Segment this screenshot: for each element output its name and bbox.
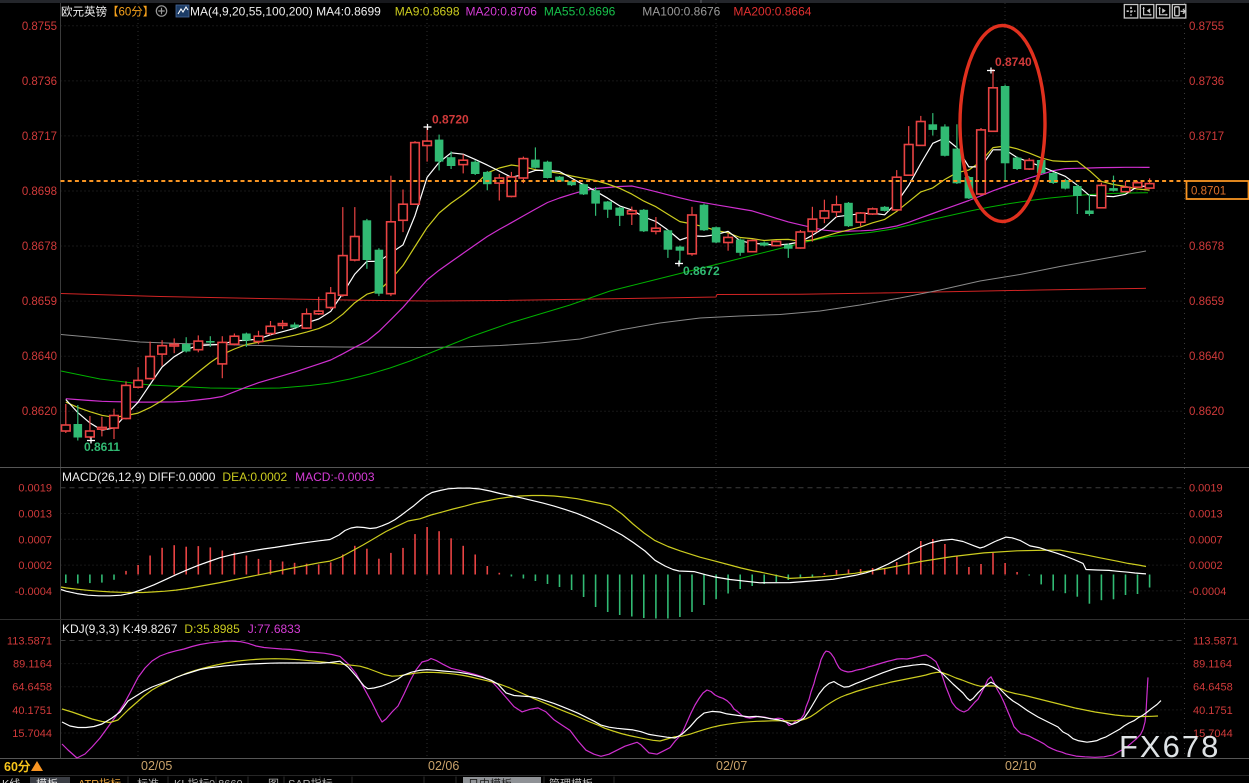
svg-text:40.1751: 40.1751 (12, 705, 52, 717)
svg-text:图: 图 (268, 778, 279, 783)
svg-text:64.6458: 64.6458 (1193, 682, 1233, 694)
svg-text:0.8698: 0.8698 (22, 186, 57, 198)
svg-text:0.8659: 0.8659 (22, 296, 57, 308)
svg-text:0.0007: 0.0007 (18, 534, 52, 546)
svg-text:0.0002: 0.0002 (18, 560, 52, 572)
svg-text:0.8620: 0.8620 (1189, 406, 1224, 418)
svg-text:0.8755: 0.8755 (22, 21, 57, 33)
svg-text:64.6458: 64.6458 (12, 682, 52, 694)
svg-text:0.8640: 0.8640 (1189, 351, 1224, 363)
svg-text:管理模板: 管理模板 (549, 777, 593, 783)
svg-text:0.8672: 0.8672 (683, 264, 720, 278)
svg-text:0.8717: 0.8717 (1189, 131, 1224, 143)
svg-text:0.8717: 0.8717 (22, 131, 57, 143)
svg-text:02/07: 02/07 (716, 759, 747, 773)
svg-text:0.8755: 0.8755 (1189, 21, 1224, 33)
svg-text:0.8640: 0.8640 (22, 351, 57, 363)
svg-text:113.5871: 113.5871 (7, 636, 52, 648)
svg-text:40.1751: 40.1751 (1193, 705, 1233, 717)
svg-text:0.8611: 0.8611 (84, 440, 120, 454)
svg-text:MA(4,9,20,55,100,200) MA4:0.8: MA(4,9,20,55,100,200) MA4:0.8699 MA9:0.86… (190, 5, 812, 19)
svg-text:标准: 标准 (137, 777, 159, 783)
svg-text:-0.0004: -0.0004 (1189, 586, 1226, 598)
svg-text:0.8620: 0.8620 (22, 406, 57, 418)
svg-text:89.1164: 89.1164 (13, 659, 52, 671)
svg-text:0.0019: 0.0019 (18, 483, 52, 495)
svg-text:02/10: 02/10 (1005, 759, 1036, 773)
svg-text:日内模板: 日内模板 (468, 777, 512, 783)
svg-text:0.0013: 0.0013 (18, 509, 52, 521)
svg-text:0.0002: 0.0002 (1189, 560, 1223, 572)
svg-text:02/05: 02/05 (141, 759, 172, 773)
svg-text:ATR指标: ATR指标 (78, 777, 121, 783)
svg-text:SAR指标: SAR指标 (288, 777, 333, 783)
svg-text:0.0013: 0.0013 (1189, 509, 1223, 521)
svg-text:欧元英镑【60分】: 欧元英镑【60分】 (61, 5, 154, 19)
svg-text:0.8736: 0.8736 (1189, 76, 1224, 88)
svg-text:0.0007: 0.0007 (1189, 534, 1223, 546)
svg-text:89.1164: 89.1164 (1193, 659, 1232, 671)
svg-text:0.8678: 0.8678 (1189, 241, 1224, 253)
svg-text:0.8678: 0.8678 (22, 241, 57, 253)
svg-text:60分: 60分 (4, 759, 31, 774)
svg-text:模板: 模板 (36, 777, 58, 783)
svg-text:FX678: FX678 (1119, 729, 1220, 764)
svg-text:15.7044: 15.7044 (12, 728, 52, 740)
svg-text:-0.0004: -0.0004 (15, 586, 52, 598)
svg-text:KL指标: KL指标 (174, 777, 209, 783)
svg-text:0.8660: 0.8660 (209, 779, 243, 783)
svg-text:0.8720: 0.8720 (432, 113, 469, 127)
svg-text:0.0019: 0.0019 (1189, 483, 1223, 495)
svg-text:02/06: 02/06 (428, 759, 459, 773)
svg-text:15.7044: 15.7044 (1193, 728, 1233, 740)
svg-text:0.8701: 0.8701 (1191, 186, 1226, 198)
svg-text:0.8740: 0.8740 (995, 55, 1032, 69)
svg-text:0.8659: 0.8659 (1189, 296, 1224, 308)
svg-text:113.5871: 113.5871 (1193, 636, 1238, 648)
svg-text:0.8736: 0.8736 (22, 76, 57, 88)
svg-text:K线: K线 (2, 777, 20, 783)
